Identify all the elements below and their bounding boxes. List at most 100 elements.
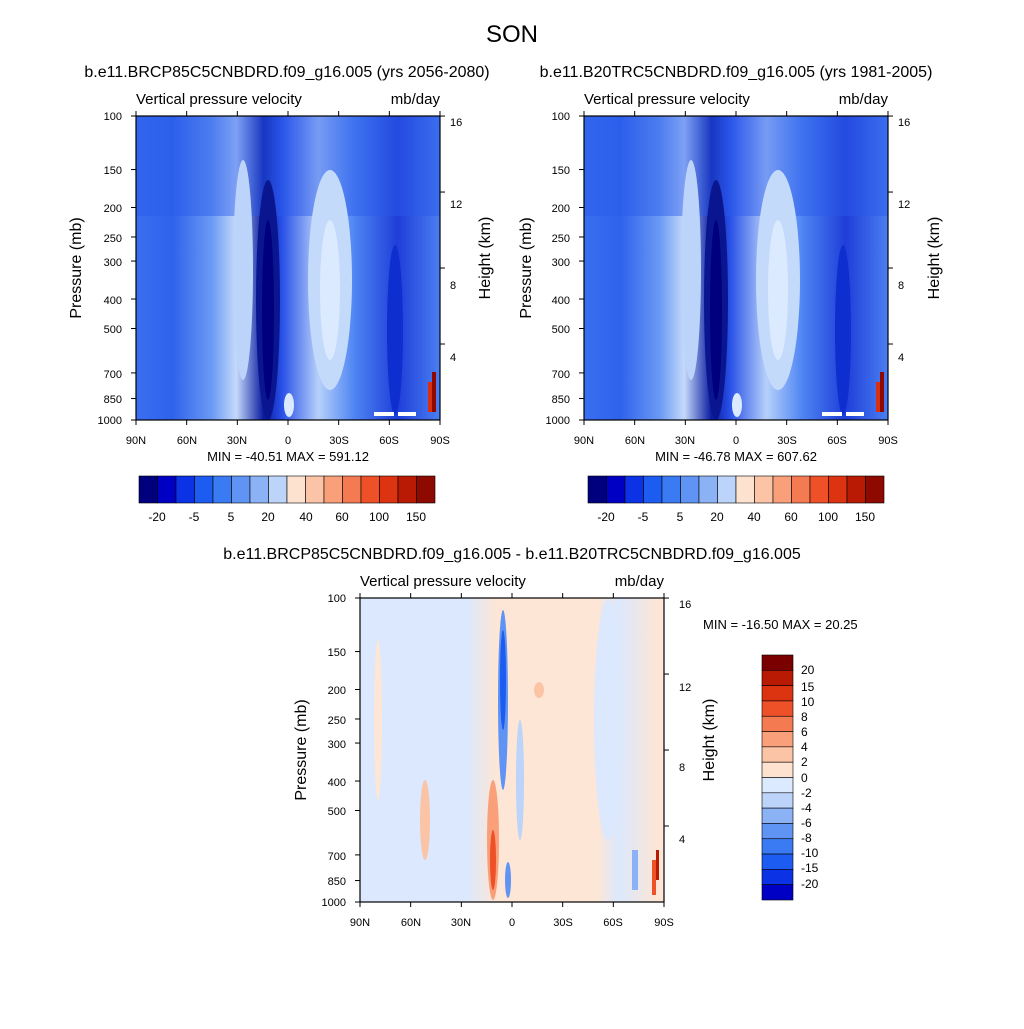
pressure-tick-labels: 100 150 200 250 300 400 500 700 850 1000 bbox=[322, 593, 346, 909]
panel-subtitle-left: Vertical pressure velocity bbox=[584, 91, 750, 108]
latitude-tick-labels: 90N 60N 30N 0 30S 60S 90S bbox=[350, 917, 674, 929]
pressure-tick-label: 200 bbox=[104, 203, 122, 215]
pressure-tick-label: 1000 bbox=[546, 415, 570, 427]
colorbar-label: 60 bbox=[784, 510, 798, 524]
pressure-tick-label: 300 bbox=[552, 257, 570, 269]
height-tick-label: 12 bbox=[450, 199, 462, 211]
colorbar-swatch bbox=[761, 853, 794, 870]
colorbar-swatch bbox=[157, 475, 177, 504]
colorbar-label: 150 bbox=[406, 510, 426, 524]
colorbar-swatch bbox=[761, 685, 794, 702]
pressure-tick-label: 700 bbox=[104, 369, 122, 381]
lat-tick-label: 30N bbox=[451, 917, 471, 929]
lat-tick-label: 90S bbox=[654, 917, 674, 929]
colorbar-swatch bbox=[761, 654, 794, 671]
plot-frame bbox=[131, 111, 445, 425]
latitude-tick-labels: 90N 60N 30N 0 30S 60S 90S bbox=[126, 435, 450, 447]
pressure-tick-label: 400 bbox=[552, 295, 570, 307]
colorbar-swatch bbox=[761, 761, 794, 778]
height-tick-label: 4 bbox=[898, 352, 904, 364]
pressure-tick-label: 200 bbox=[328, 685, 346, 697]
colorbar-swatch bbox=[624, 475, 644, 504]
colorbar-swatch bbox=[268, 475, 288, 504]
colorbar-swatch bbox=[360, 475, 380, 504]
lat-tick-label: 90N bbox=[574, 435, 594, 447]
colorbar-swatch bbox=[761, 731, 794, 748]
colorbar-label: -20 bbox=[148, 510, 166, 524]
min-max-label: MIN = -40.51 MAX = 591.12 bbox=[207, 449, 369, 464]
colorbar-swatch bbox=[735, 475, 755, 504]
height-tick-label: 8 bbox=[679, 762, 685, 774]
height-tick-label: 4 bbox=[679, 834, 685, 846]
lat-tick-label: 30S bbox=[329, 435, 349, 447]
lat-tick-label: 30N bbox=[227, 435, 247, 447]
lat-tick-label: 30S bbox=[553, 917, 573, 929]
colorbar-label: -5 bbox=[189, 510, 200, 524]
colorbar-swatch bbox=[249, 475, 269, 504]
y-axis-title-right: Height (km) bbox=[477, 217, 494, 300]
pressure-tick-label: 850 bbox=[328, 876, 346, 888]
colorbar-swatch bbox=[587, 475, 607, 504]
colorbar-label: -20 bbox=[597, 510, 615, 524]
pressure-tick-label: 500 bbox=[328, 806, 346, 818]
panel-subtitle-left: Vertical pressure velocity bbox=[360, 573, 526, 590]
panel-subtitle-left: Vertical pressure velocity bbox=[136, 91, 302, 108]
colorbar-swatch bbox=[761, 715, 794, 732]
y-axis-title: Pressure (mb) bbox=[68, 217, 85, 318]
lat-tick-label: 0 bbox=[509, 917, 515, 929]
plot-frame bbox=[579, 111, 893, 425]
lat-tick-label: 60N bbox=[401, 917, 421, 929]
pressure-tick-label: 100 bbox=[104, 111, 122, 123]
lat-tick-label: 60N bbox=[625, 435, 645, 447]
colorbar-swatch bbox=[286, 475, 306, 504]
pressure-tick-label: 500 bbox=[104, 324, 122, 336]
colorbar-label: 5 bbox=[228, 510, 235, 524]
height-tick-label: 8 bbox=[898, 280, 904, 292]
colorbar-swatch bbox=[761, 838, 794, 855]
height-tick-label: 8 bbox=[450, 280, 456, 292]
colorbar-swatch bbox=[754, 475, 774, 504]
colorbar-label: 150 bbox=[855, 510, 875, 524]
colorbar-label: -2 bbox=[801, 786, 812, 800]
colorbar-swatch bbox=[761, 746, 794, 763]
y-axis-title: Pressure (mb) bbox=[293, 699, 310, 800]
colorbar-label: 8 bbox=[801, 710, 808, 724]
colorbar-swatch bbox=[661, 475, 681, 504]
height-tick-label: 16 bbox=[679, 599, 691, 611]
colorbar-swatch bbox=[846, 475, 866, 504]
colorbar-label: 60 bbox=[335, 510, 349, 524]
colorbar-label: 4 bbox=[801, 740, 808, 754]
colorbar-swatch bbox=[761, 869, 794, 885]
colorbar-label: 100 bbox=[369, 510, 389, 524]
colorbar-swatch bbox=[761, 670, 794, 686]
height-tick-label: 16 bbox=[450, 117, 462, 129]
contour-field bbox=[360, 598, 664, 902]
colorbar-swatch bbox=[761, 792, 794, 809]
colorbar-swatch bbox=[305, 475, 325, 504]
panel-subtitle-right: mb/day bbox=[615, 573, 665, 590]
colorbar-swatch bbox=[194, 475, 214, 504]
pressure-tick-label: 850 bbox=[104, 394, 122, 406]
colorbar-swatch bbox=[323, 475, 343, 504]
plot-frame bbox=[355, 593, 669, 907]
colorbar-swatch bbox=[397, 475, 417, 504]
panel-subtitle-right: mb/day bbox=[839, 91, 889, 108]
lat-tick-label: 90S bbox=[430, 435, 450, 447]
colorbar-swatch bbox=[212, 475, 232, 504]
colorbar-swatch bbox=[680, 475, 700, 504]
colorbar-swatch bbox=[379, 475, 399, 504]
colorbar-swatch bbox=[761, 777, 794, 794]
lat-tick-label: 0 bbox=[285, 435, 291, 447]
colorbar-label: -15 bbox=[801, 861, 819, 875]
colorbar-swatch bbox=[772, 475, 792, 504]
colorbar-swatch bbox=[791, 475, 811, 504]
colorbar-swatch bbox=[761, 823, 794, 840]
colorbar bbox=[138, 475, 436, 504]
colorbar-label: 5 bbox=[677, 510, 684, 524]
panel-title: b.e11.BRCP85C5CNBDRD.f09_g16.005 - b.e11… bbox=[223, 546, 801, 563]
height-tick-labels: 16 12 8 4 bbox=[450, 117, 462, 364]
colorbar-label: 2 bbox=[801, 755, 808, 769]
y-axis-title-right: Height (km) bbox=[926, 217, 943, 300]
colorbar-swatch bbox=[865, 475, 885, 504]
pressure-tick-label: 250 bbox=[552, 233, 570, 245]
